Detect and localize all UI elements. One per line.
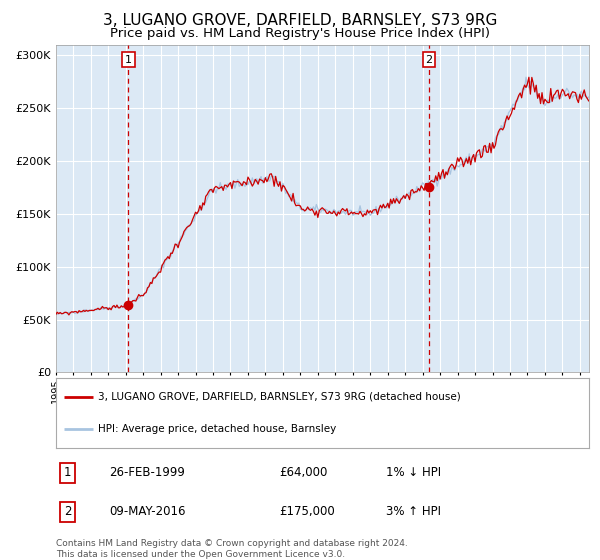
Text: Price paid vs. HM Land Registry's House Price Index (HPI): Price paid vs. HM Land Registry's House … xyxy=(110,27,490,40)
Text: 3, LUGANO GROVE, DARFIELD, BARNSLEY, S73 9RG: 3, LUGANO GROVE, DARFIELD, BARNSLEY, S73… xyxy=(103,13,497,29)
Text: Contains HM Land Registry data © Crown copyright and database right 2024.
This d: Contains HM Land Registry data © Crown c… xyxy=(56,539,407,559)
Text: 09-MAY-2016: 09-MAY-2016 xyxy=(109,505,185,518)
Text: 1: 1 xyxy=(125,55,132,64)
Text: 3, LUGANO GROVE, DARFIELD, BARNSLEY, S73 9RG (detached house): 3, LUGANO GROVE, DARFIELD, BARNSLEY, S73… xyxy=(98,392,461,402)
Text: 1% ↓ HPI: 1% ↓ HPI xyxy=(386,466,441,479)
Text: £175,000: £175,000 xyxy=(280,505,335,518)
Text: 1: 1 xyxy=(64,466,71,479)
Text: 26-FEB-1999: 26-FEB-1999 xyxy=(109,466,185,479)
Text: HPI: Average price, detached house, Barnsley: HPI: Average price, detached house, Barn… xyxy=(98,424,337,434)
Text: 2: 2 xyxy=(64,505,71,518)
Text: 2: 2 xyxy=(425,55,433,64)
Text: £64,000: £64,000 xyxy=(280,466,328,479)
Text: 3% ↑ HPI: 3% ↑ HPI xyxy=(386,505,441,518)
